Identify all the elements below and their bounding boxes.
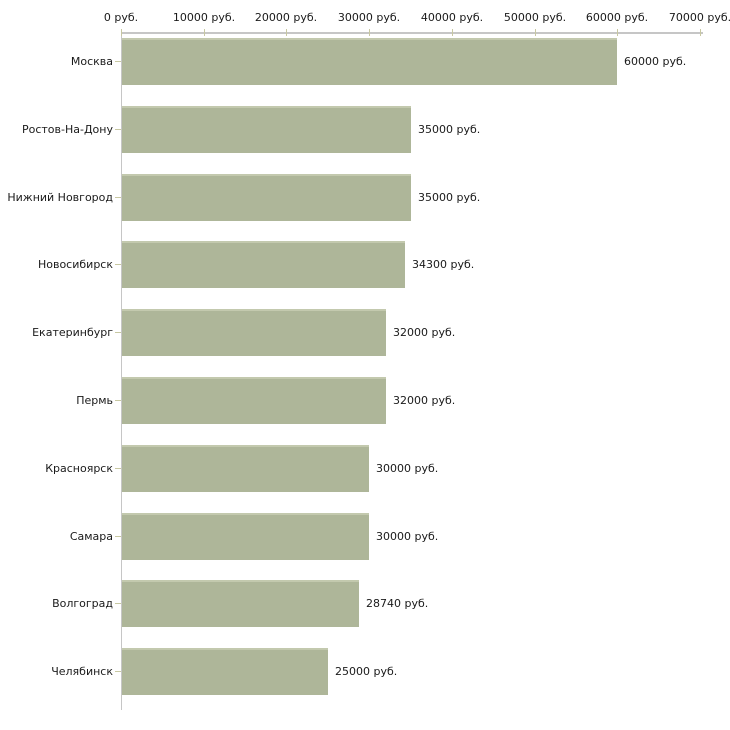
value-label: 60000 руб. bbox=[624, 55, 687, 68]
x-tick-label: 70000 руб. bbox=[668, 11, 730, 24]
bar-5 bbox=[122, 377, 386, 424]
x-tick-mark bbox=[204, 29, 205, 36]
x-tick-label: 20000 руб. bbox=[254, 11, 318, 24]
bar-7 bbox=[122, 513, 369, 560]
x-tick-label: 10000 руб. bbox=[172, 11, 236, 24]
x-tick-mark bbox=[121, 29, 122, 36]
x-tick-label: 40000 руб. bbox=[420, 11, 484, 24]
bar-8 bbox=[122, 580, 359, 627]
category-tick-mark bbox=[115, 61, 121, 62]
category-label: Нижний Новгород bbox=[7, 191, 113, 204]
category-tick-mark bbox=[115, 671, 121, 672]
x-tick-label: 50000 руб. bbox=[503, 11, 567, 24]
bar-6 bbox=[122, 445, 369, 492]
value-label: 35000 руб. bbox=[418, 191, 481, 204]
x-tick-mark bbox=[535, 29, 536, 36]
value-label: 34300 руб. bbox=[412, 258, 475, 271]
category-tick-mark bbox=[115, 468, 121, 469]
x-tick-mark bbox=[700, 29, 701, 36]
value-label: 35000 руб. bbox=[418, 123, 481, 136]
y-axis-line bbox=[121, 32, 122, 710]
category-tick-mark bbox=[115, 603, 121, 604]
x-tick-label: 30000 руб. bbox=[337, 11, 401, 24]
category-label: Красноярск bbox=[45, 462, 113, 475]
value-label: 32000 руб. bbox=[393, 394, 456, 407]
bar-0 bbox=[122, 38, 617, 85]
bar-9 bbox=[122, 648, 328, 695]
category-label: Ростов-На-Дону bbox=[21, 123, 113, 136]
category-label: Волгоград bbox=[52, 597, 113, 610]
x-tick-mark bbox=[369, 29, 370, 36]
category-label: Самара bbox=[69, 530, 113, 543]
category-tick-mark bbox=[115, 400, 121, 401]
category-label: Новосибирск bbox=[37, 258, 113, 271]
x-tick-label: 0 руб. bbox=[103, 11, 139, 24]
x-axis-line bbox=[121, 32, 703, 34]
category-tick-mark bbox=[115, 197, 121, 198]
bar-1 bbox=[122, 106, 411, 153]
value-label: 30000 руб. bbox=[376, 530, 439, 543]
x-tick-mark bbox=[286, 29, 287, 36]
bar-3 bbox=[122, 241, 405, 288]
bar-4 bbox=[122, 309, 386, 356]
category-label: Челябинск bbox=[51, 665, 113, 678]
category-tick-mark bbox=[115, 536, 121, 537]
category-tick-mark bbox=[115, 129, 121, 130]
x-tick-label: 60000 руб. bbox=[585, 11, 649, 24]
category-label: Пермь bbox=[76, 394, 113, 407]
category-tick-mark bbox=[115, 332, 121, 333]
value-label: 28740 руб. bbox=[366, 597, 429, 610]
category-label: Екатеринбург bbox=[32, 326, 113, 339]
value-label: 30000 руб. bbox=[376, 462, 439, 475]
x-tick-mark bbox=[617, 29, 618, 36]
x-tick-mark bbox=[452, 29, 453, 36]
category-label: Москва bbox=[70, 55, 113, 68]
category-tick-mark bbox=[115, 264, 121, 265]
bar-2 bbox=[122, 174, 411, 221]
value-label: 32000 руб. bbox=[393, 326, 456, 339]
value-label: 25000 руб. bbox=[335, 665, 398, 678]
